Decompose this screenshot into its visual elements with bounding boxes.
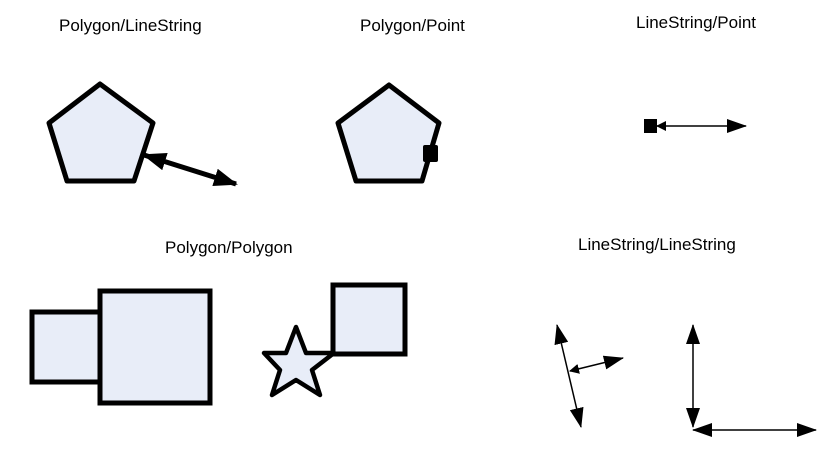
panel-title-linestring-point: LineString/Point bbox=[636, 13, 756, 32]
panel-polygon-point bbox=[335, 82, 442, 184]
panel-polygon-linestring bbox=[46, 81, 238, 187]
star-shape bbox=[261, 324, 337, 398]
pentagon-shape bbox=[335, 82, 442, 184]
large-square-shape bbox=[97, 288, 213, 406]
panel-title-polygon-linestring: Polygon/LineString bbox=[59, 16, 202, 35]
panel-linestring-point bbox=[644, 119, 747, 133]
panel-title-polygon-point: Polygon/Point bbox=[360, 16, 465, 35]
point-square bbox=[423, 145, 438, 162]
point-square bbox=[644, 119, 657, 133]
square-shape bbox=[330, 282, 408, 357]
touching-double-arrow-line bbox=[569, 355, 624, 374]
panel-title-polygon-polygon: Polygon/Polygon bbox=[165, 238, 293, 257]
small-square-shape bbox=[29, 309, 105, 385]
pentagon-shape bbox=[46, 81, 156, 184]
crossing-double-arrow-line bbox=[554, 324, 584, 428]
panel-linestring-linestring bbox=[554, 324, 817, 437]
double-arrow-line bbox=[142, 152, 238, 187]
panel-title-linestring-linestring: LineString/LineString bbox=[578, 235, 736, 254]
panel-polygon-polygon bbox=[29, 282, 408, 406]
